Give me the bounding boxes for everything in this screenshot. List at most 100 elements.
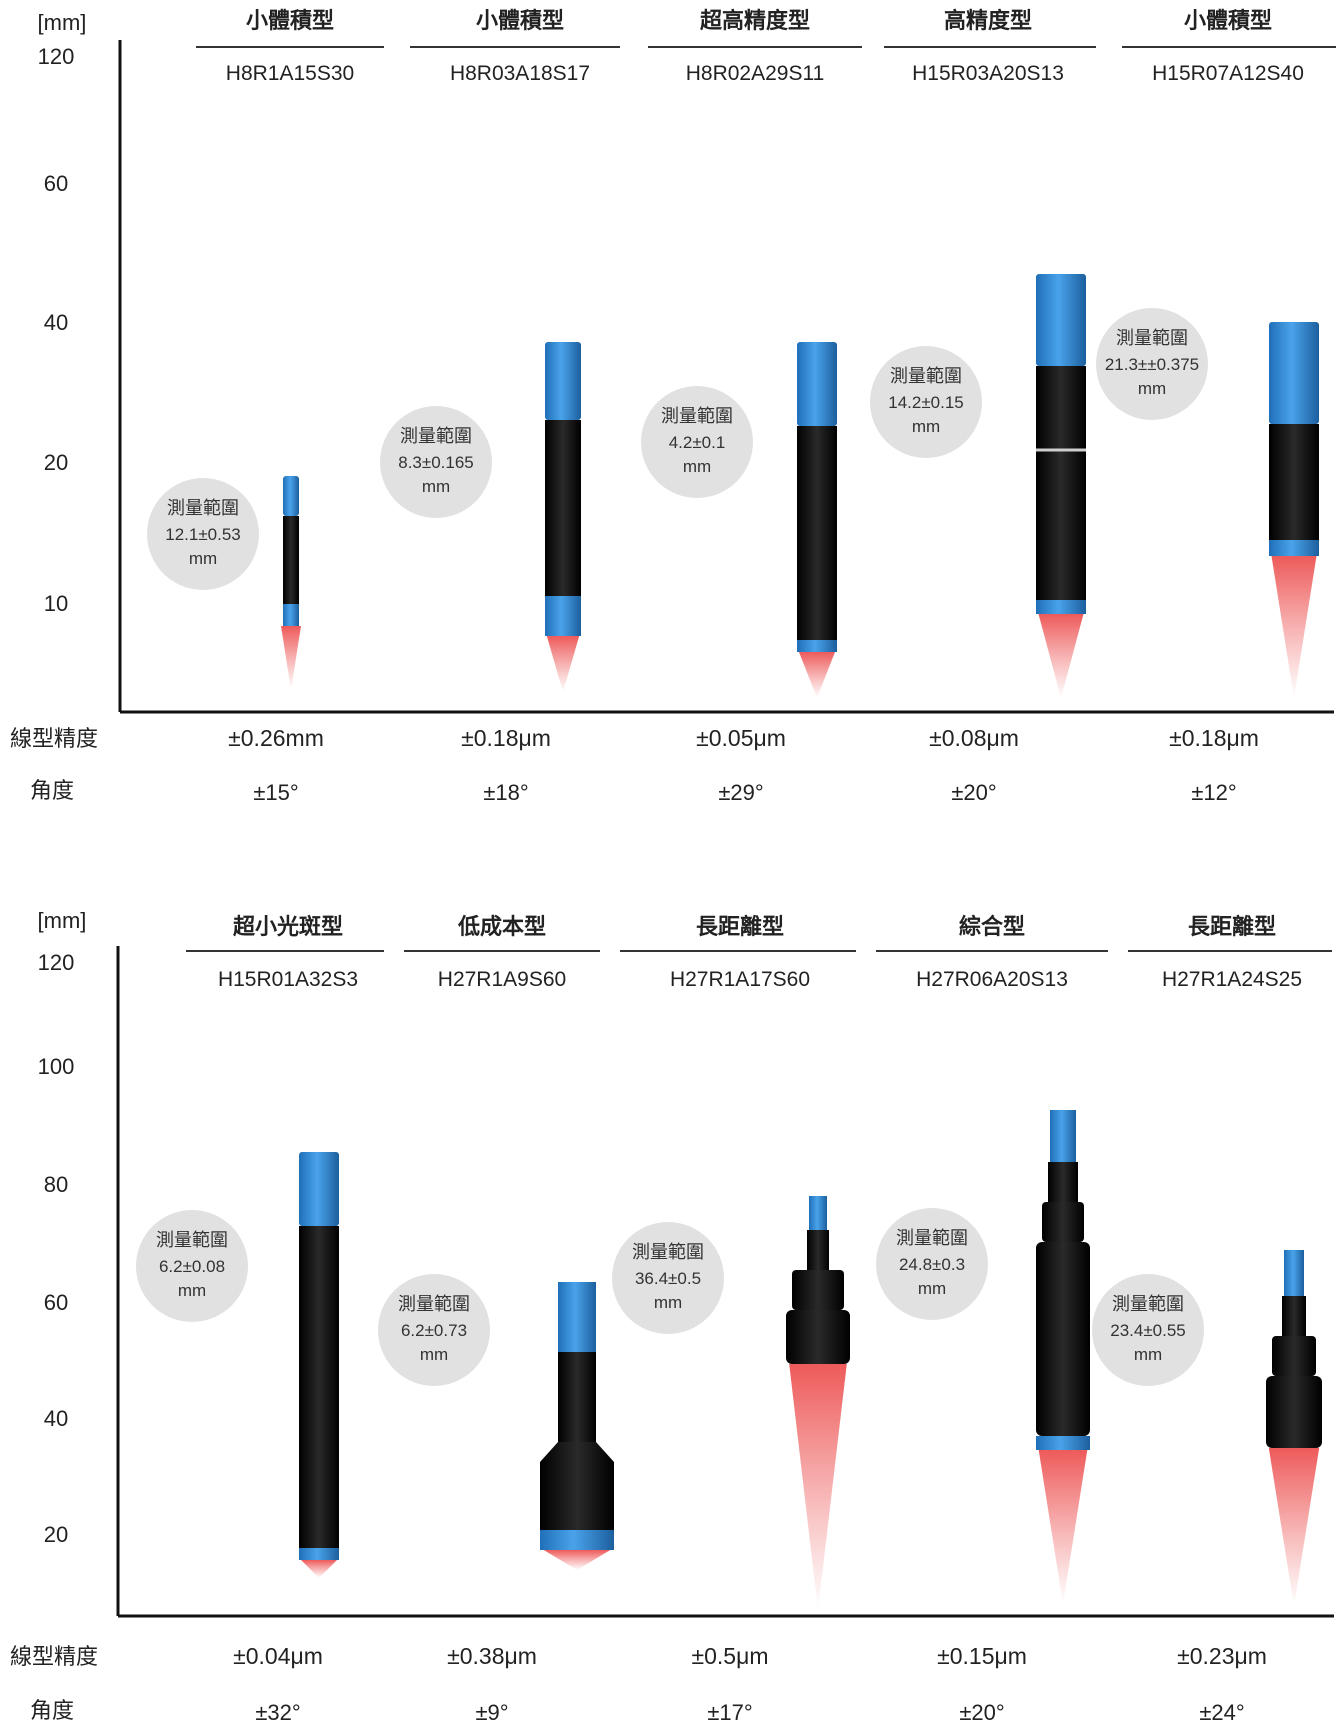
- probe-blue-cap: [299, 1152, 339, 1226]
- range-value: 4.2±0.1: [669, 433, 726, 452]
- probe-model: H15R03A20S13: [912, 62, 1064, 85]
- probe-blue-ring: [299, 1548, 339, 1560]
- axis-unit-label: [mm]: [38, 908, 87, 933]
- bubble-circle: [1096, 308, 1208, 420]
- probe-body: [797, 426, 837, 640]
- angle-value: ±17°: [707, 1700, 752, 1725]
- probe-body: [545, 420, 581, 596]
- probe-model: H27R06A20S13: [916, 968, 1068, 991]
- row-label-angle: 角度: [30, 778, 74, 803]
- probe-model: H8R03A18S17: [450, 62, 590, 85]
- probe-body-upper: [1042, 1202, 1084, 1242]
- angle-value: ±32°: [255, 1700, 300, 1725]
- range-label: 測量範圍: [1116, 328, 1188, 348]
- range-unit: mm: [912, 417, 940, 436]
- measure-range-bubble: 測量範圍 24.8±0.3 mm: [876, 1208, 988, 1320]
- measure-range-bubble: 測量範圍 6.2±0.08 mm: [136, 1210, 248, 1322]
- probe-body-lower: [1266, 1376, 1322, 1448]
- range-unit: mm: [654, 1293, 682, 1312]
- angle-value: ±20°: [951, 780, 996, 805]
- probe-blue-cap: [558, 1282, 596, 1352]
- y-tick-label: 80: [44, 1172, 68, 1197]
- range-label: 測量範圍: [167, 498, 239, 518]
- probe-category: 小體積型: [1184, 8, 1272, 33]
- range-unit: mm: [1138, 379, 1166, 398]
- measure-range-bubble: 測量範圍 4.2±0.1 mm: [641, 386, 753, 498]
- y-tick-label: 10: [44, 591, 68, 616]
- probe-body-lower: [786, 1310, 850, 1364]
- probe-body: [283, 516, 299, 604]
- probe-model: H27R1A17S60: [670, 968, 810, 991]
- probe-blue-cap: [1269, 322, 1319, 424]
- probe-neck: [807, 1230, 829, 1270]
- measure-range-bubble: 測量範圍 14.2±0.15 mm: [870, 346, 982, 458]
- probe-body-upper: [792, 1270, 844, 1310]
- bubble-circle: [147, 478, 259, 590]
- range-value: 12.1±0.53: [165, 525, 241, 544]
- probe-blue-cap: [545, 342, 581, 420]
- probe-model: H8R02A29S11: [686, 62, 825, 85]
- bubble-circle: [136, 1210, 248, 1322]
- row-label-accuracy: 線型精度: [10, 726, 98, 751]
- probe-blue-tip: [809, 1196, 827, 1230]
- angle-value: ±12°: [1191, 780, 1236, 805]
- measure-range-bubble: 測量範圍 12.1±0.53 mm: [147, 478, 259, 590]
- probe-category: 長距離型: [1188, 914, 1276, 939]
- laser-beam: [546, 636, 580, 692]
- probe-model: H8R1A15S30: [226, 62, 354, 85]
- measure-range-bubble: 測量範圍 6.2±0.73 mm: [378, 1274, 490, 1386]
- range-unit: mm: [918, 1279, 946, 1298]
- probe-model: H15R07A12S40: [1152, 62, 1304, 85]
- range-unit: mm: [420, 1345, 448, 1364]
- range-label: 測量範圍: [632, 1242, 704, 1262]
- range-label: 測量範圍: [156, 1230, 228, 1250]
- y-tick-label: 60: [44, 171, 68, 196]
- probe-category: 超小光斑型: [233, 914, 343, 939]
- accuracy-value: ±0.08μm: [929, 725, 1019, 751]
- range-value: 23.4±0.55: [1110, 1321, 1186, 1340]
- range-unit: mm: [422, 477, 450, 496]
- bubble-circle: [612, 1222, 724, 1334]
- probe-category: 長距離型: [696, 914, 784, 939]
- measure-range-bubble: 測量範圍 8.3±0.165 mm: [380, 406, 492, 518]
- range-label: 測量範圍: [896, 1228, 968, 1248]
- accuracy-value: ±0.26mm: [228, 725, 324, 751]
- axis-unit-label: [mm]: [38, 10, 87, 35]
- y-tick-label: 60: [44, 1290, 68, 1315]
- range-value: 36.4±0.5: [635, 1269, 701, 1288]
- probe-column: 小體積型 H8R1A15S30 測量範圍 12.1±0.53 mm ±0.26mm ±15°: [147, 8, 384, 805]
- range-value: 14.2±0.15: [888, 393, 964, 412]
- accuracy-value: ±0.23μm: [1177, 1643, 1267, 1669]
- angle-value: ±15°: [253, 780, 298, 805]
- laser-beam: [1268, 1448, 1320, 1606]
- probe-body: [1269, 424, 1319, 540]
- laser-beam: [281, 626, 301, 690]
- probe-column: 長距離型 H27R1A17S60 測量範圍 36.4±0.5 mm ±0.5μm ±17°: [612, 914, 856, 1725]
- laser-beam: [789, 1364, 847, 1610]
- probe-blue-ring: [283, 604, 299, 626]
- probe-blue-ring: [540, 1530, 614, 1550]
- probe-column: 低成本型 H27R1A9S60 測量範圍 6.2±0.73 mm ±0.38μm ±9°: [378, 914, 614, 1725]
- probe-category: 小體積型: [476, 8, 564, 33]
- probe-blue-cap: [283, 476, 299, 516]
- accuracy-value: ±0.18μm: [461, 725, 551, 751]
- accuracy-value: ±0.05μm: [696, 725, 786, 751]
- probe-body-lower: [1036, 1242, 1090, 1436]
- probe-body: [299, 1226, 339, 1548]
- probe-category: 綜合型: [959, 914, 1025, 939]
- probe-blue-ring: [545, 596, 581, 636]
- bubble-circle: [380, 406, 492, 518]
- y-tick-label: 20: [44, 450, 68, 475]
- probe-column: 超高精度型 H8R02A29S11 測量範圍 4.2±0.1 mm ±0.05μm ±29°: [641, 8, 862, 805]
- probe-column: 小體積型 H15R07A12S40 測量範圍 21.3±±0.375 mm ±0.18μm…: [1096, 8, 1336, 805]
- range-value: 8.3±0.165: [398, 453, 474, 472]
- probe-body-base: [540, 1442, 614, 1530]
- measure-range-bubble: 測量範圍 23.4±0.55 mm: [1092, 1274, 1204, 1386]
- probe-category: 小體積型: [246, 8, 334, 33]
- row-label-angle: 角度: [30, 1698, 74, 1723]
- probe-model: H27R1A9S60: [438, 968, 566, 991]
- probe-model: H15R01A32S3: [218, 968, 358, 991]
- probe-category: 超高精度型: [700, 8, 810, 33]
